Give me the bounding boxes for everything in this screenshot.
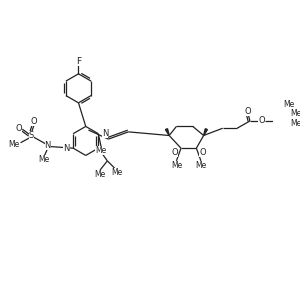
- Text: Me: Me: [291, 119, 300, 128]
- Text: O: O: [258, 116, 265, 125]
- Text: Me: Me: [9, 140, 20, 149]
- Text: Me: Me: [94, 170, 106, 179]
- Text: Me: Me: [291, 109, 300, 118]
- Polygon shape: [204, 129, 207, 136]
- Text: Me: Me: [284, 100, 295, 109]
- Text: Me: Me: [171, 161, 182, 170]
- Text: F: F: [76, 57, 81, 66]
- Text: O: O: [31, 117, 38, 126]
- Text: O: O: [199, 148, 206, 157]
- Text: N: N: [63, 144, 70, 153]
- Text: Me: Me: [38, 154, 50, 164]
- Polygon shape: [165, 129, 169, 136]
- Text: Me: Me: [111, 168, 122, 177]
- Text: S: S: [29, 131, 34, 140]
- Text: O: O: [15, 124, 22, 133]
- Text: N: N: [102, 129, 108, 138]
- Text: Me: Me: [195, 161, 206, 170]
- Text: O: O: [172, 148, 178, 157]
- Text: O: O: [245, 107, 251, 116]
- Text: Me: Me: [95, 146, 107, 155]
- Text: N: N: [45, 141, 51, 150]
